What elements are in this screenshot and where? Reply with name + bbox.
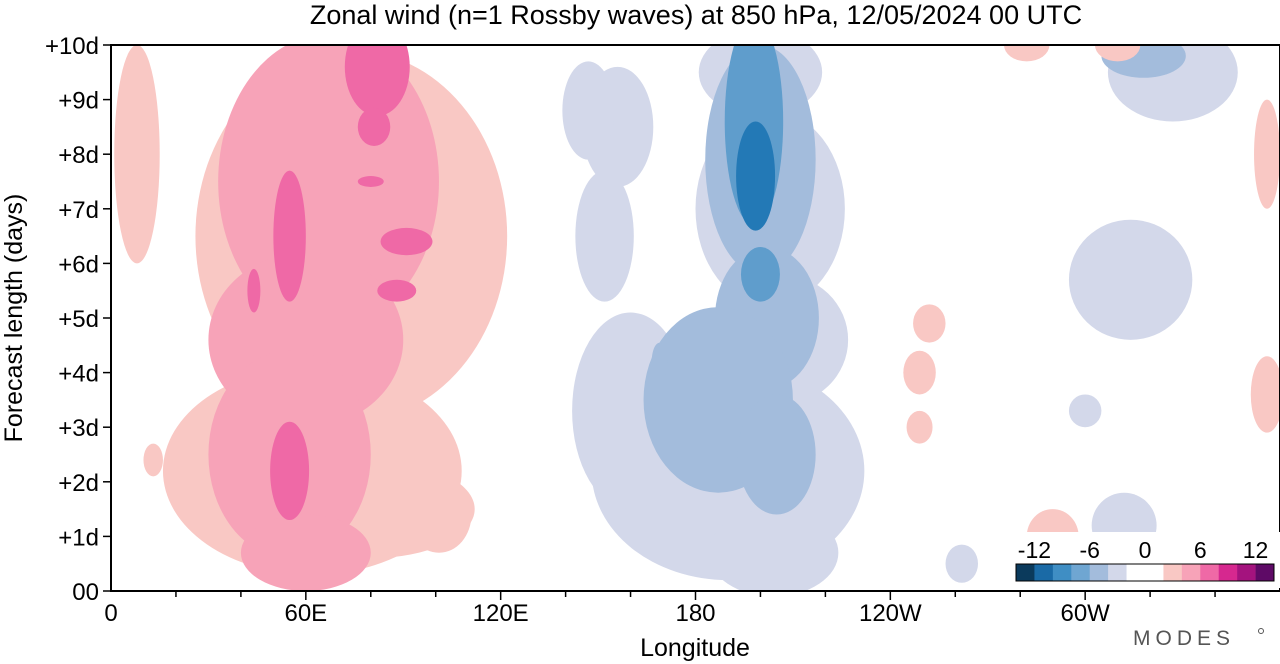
contour-region <box>651 342 668 381</box>
contour-region <box>575 170 634 302</box>
colorbar-swatch <box>1218 564 1238 581</box>
y-tick-label: +8d <box>58 142 99 169</box>
colorbar-frame <box>1015 563 1275 582</box>
contour-region <box>240 514 371 591</box>
x-axis-label: Longitude <box>640 634 750 662</box>
contour-level-neg8 <box>736 121 776 231</box>
x-tick-label: 0 <box>104 600 117 627</box>
brand-mark-icon <box>1258 628 1264 634</box>
colorbar-tick-label: -6 <box>1079 537 1099 563</box>
contour-region <box>114 45 160 264</box>
colorbar-tick-label: 0 <box>1139 537 1152 563</box>
contour-region <box>1068 219 1193 340</box>
contour-region <box>913 304 946 343</box>
contour-region <box>736 121 776 231</box>
colorbar-swatch <box>1163 564 1183 581</box>
contour-region <box>708 509 839 591</box>
contour-region <box>906 410 933 444</box>
contour-region <box>945 544 979 583</box>
contour-region <box>357 176 384 187</box>
colorbar-tick-label: -12 <box>1018 537 1051 563</box>
y-tick-label: +3d <box>58 415 99 442</box>
contour-region <box>357 107 391 147</box>
y-tick-label: +4d <box>58 361 99 388</box>
colorbar-swatch <box>1237 564 1256 581</box>
colorbar-swatch <box>1255 564 1275 581</box>
y-tick-label: +5d <box>58 306 99 333</box>
contour-level-pos6 <box>247 45 433 521</box>
colorbar-tick-label: 12 <box>1243 537 1269 563</box>
contour-region <box>562 61 615 160</box>
y-tick-label: +2d <box>58 470 99 497</box>
contour-region <box>1254 99 1280 209</box>
x-tick-label: 60E <box>284 600 327 627</box>
contour-region <box>737 394 816 515</box>
contour-region <box>273 170 306 302</box>
contour-region <box>1003 45 1050 62</box>
x-axis: 0 60E 120E 180 120W 60W <box>104 591 1216 627</box>
contour-region <box>406 476 472 553</box>
colorbar-swatch <box>1016 564 1035 581</box>
y-tick-label: +1d <box>58 524 99 551</box>
x-tick-label: 60W <box>1060 600 1110 627</box>
contour-region <box>143 443 163 477</box>
colorbar-swatch <box>1089 564 1109 581</box>
contour-region <box>270 421 310 521</box>
brand-logo: MODES <box>1133 627 1235 650</box>
contour-region <box>1068 394 1102 428</box>
y-axis: 00 +1d +2d +3d +4d +5d +6d +7d +8d +9d +10d <box>45 33 111 606</box>
y-tick-label: +9d <box>58 88 99 115</box>
contour-region <box>247 268 261 313</box>
chart-title: Zonal wind (n=1 Rossby waves) at 850 hPa… <box>310 0 1082 30</box>
y-tick-label: +6d <box>58 251 99 278</box>
x-tick-label: 120E <box>473 600 529 627</box>
y-axis-label: Forecast length (days) <box>0 194 28 443</box>
contour-region <box>380 227 433 256</box>
colorbar: -12 -6 0 6 12 <box>1008 532 1280 588</box>
y-tick-label: 00 <box>72 579 99 606</box>
colorbar-swatch <box>1126 564 1146 581</box>
contour-region <box>740 247 780 302</box>
colorbar-swatch <box>1052 564 1072 581</box>
contour-region <box>377 279 417 302</box>
contour-region <box>1094 45 1141 62</box>
y-tick-label: +7d <box>58 197 99 224</box>
colorbar-swatch <box>1108 564 1127 581</box>
colorbar-swatch <box>1181 564 1201 581</box>
colorbar-swatch <box>1034 564 1054 581</box>
colorbar-swatch <box>1071 564 1091 581</box>
colorbar-swatch <box>1200 564 1220 581</box>
contour-region <box>903 350 936 395</box>
colorbar-swatch <box>1145 564 1164 581</box>
contour-region <box>1250 356 1280 433</box>
colorbar-tick-label: 6 <box>1194 537 1207 563</box>
x-tick-label: 120W <box>859 600 922 627</box>
x-tick-label: 180 <box>675 600 715 627</box>
y-tick-label: +10d <box>45 33 99 60</box>
contour-region <box>344 45 410 116</box>
